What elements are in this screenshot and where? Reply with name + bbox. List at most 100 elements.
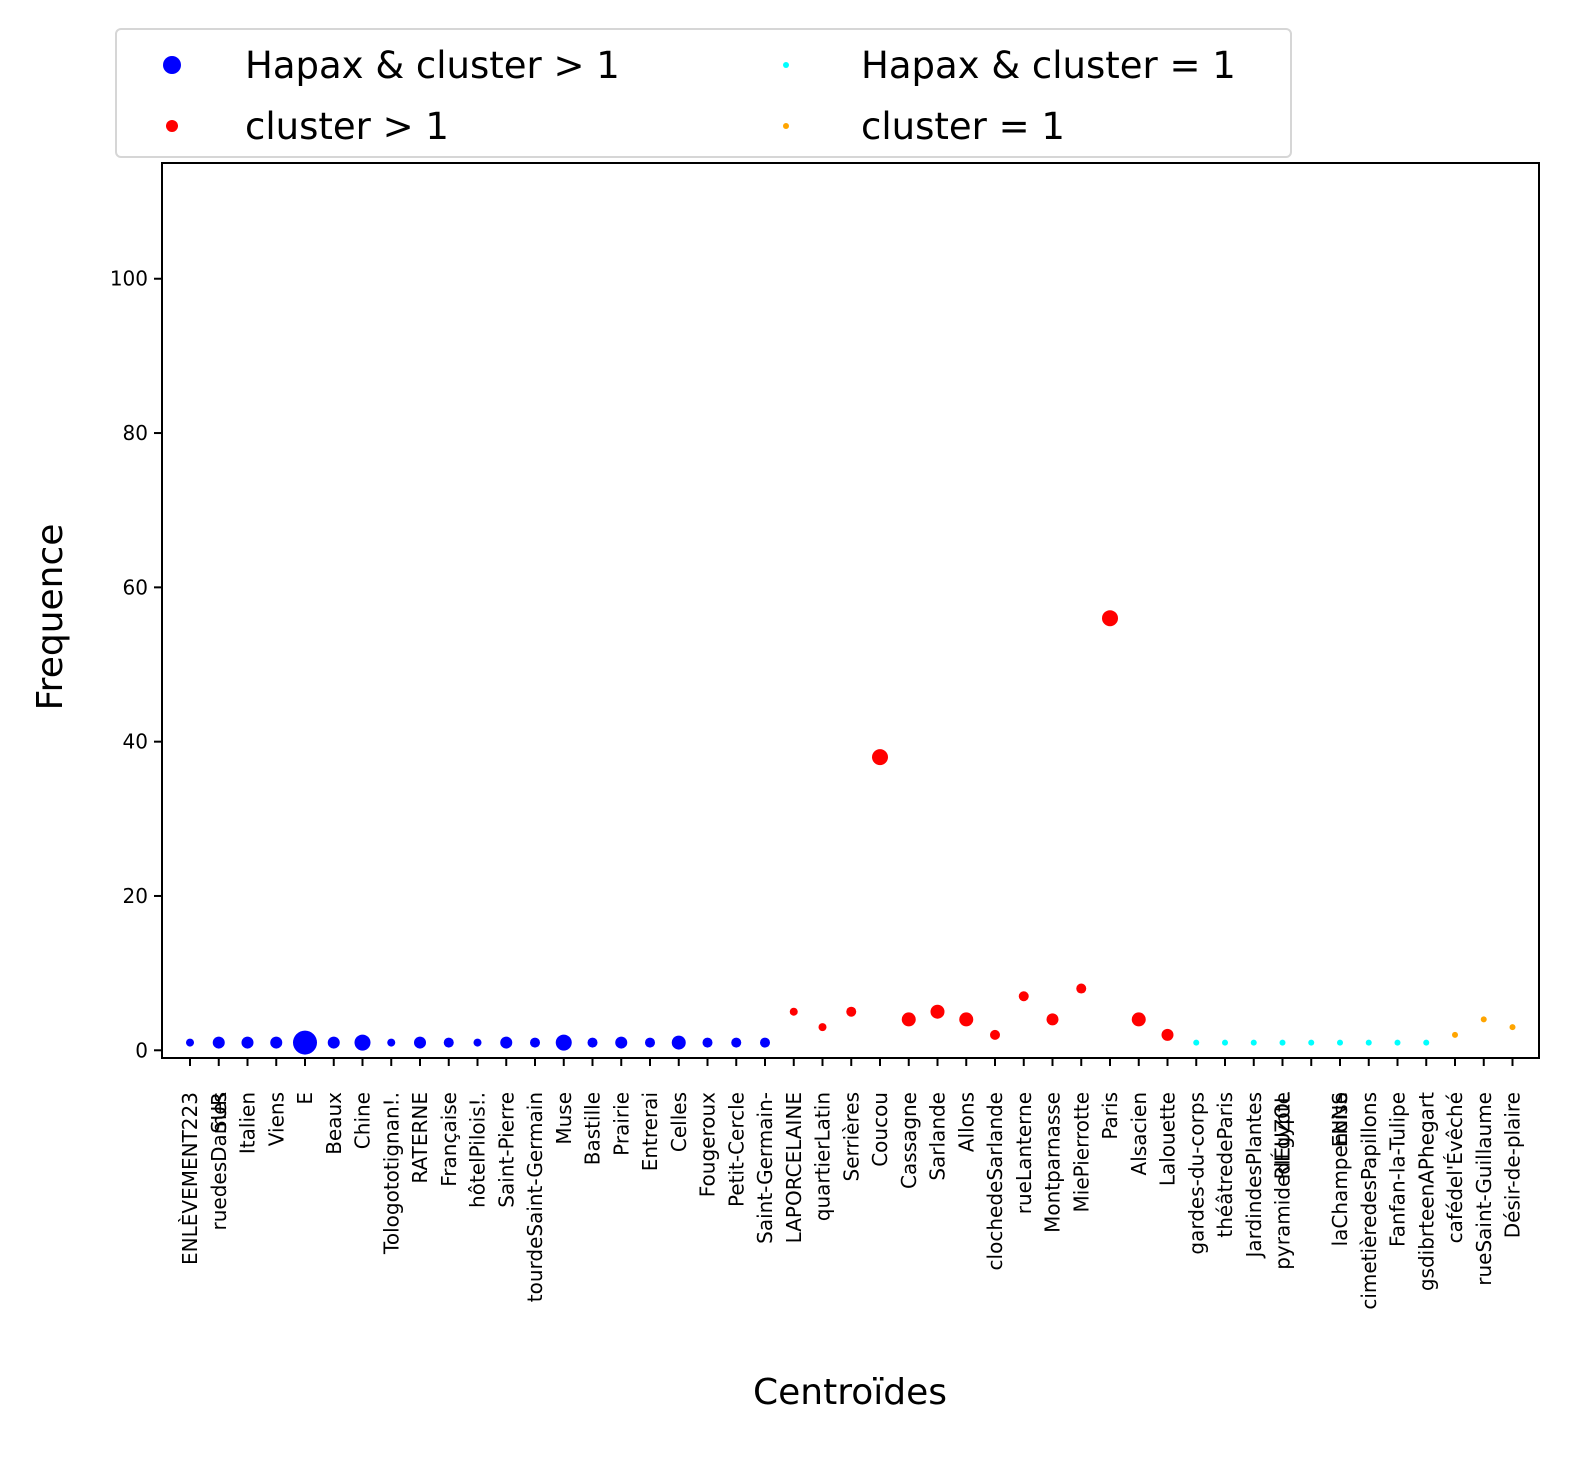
y-axis: 0 20 40 60 80 100 — [110, 267, 162, 1062]
plot-area — [161, 162, 1540, 1059]
data-point — [1480, 1016, 1487, 1023]
x-tick-label: Saint-Pierre — [494, 1092, 518, 1208]
data-point — [1308, 1039, 1315, 1046]
legend-marker-red — [166, 120, 178, 132]
data-point — [615, 1036, 628, 1049]
data-point — [587, 1037, 598, 1048]
data-point — [1161, 1028, 1174, 1041]
x-tick-label: RIEUZOL — [1271, 1091, 1295, 1179]
data-point — [645, 1037, 655, 1048]
data-point — [1337, 1039, 1343, 1046]
x-tick-label: JardindesPlantes — [1242, 1092, 1266, 1260]
x-tick-label: RATERNE — [408, 1092, 432, 1184]
data-point — [387, 1038, 396, 1047]
x-tick-label: Saint-Germain- — [753, 1092, 777, 1244]
legend-item-hapax-cluster-gt-1: Hapax & cluster > 1 — [163, 43, 620, 87]
x-tick-label: Entrerai — [638, 1092, 662, 1171]
data-point — [789, 1007, 798, 1016]
x-tick-label: ENNS — [1328, 1092, 1352, 1147]
x-tick-label: pyramidedÉgypte — [1271, 1092, 1295, 1270]
x-tick-label: gardes-du-corps — [1184, 1092, 1208, 1255]
x-axis-label: Centroïdes — [753, 1372, 947, 1413]
y-tick-label: 100 — [110, 267, 148, 291]
data-point — [1046, 1013, 1059, 1026]
x-tick-label: Sarlande — [926, 1092, 950, 1181]
legend-marker-cyan — [783, 62, 789, 68]
legend-item-hapax-cluster-eq-1: Hapax & cluster = 1 — [783, 43, 1236, 87]
x-tick-label: Serrières — [839, 1092, 863, 1181]
data-point — [186, 1038, 194, 1047]
data-point — [500, 1036, 513, 1049]
data-point — [1279, 1039, 1286, 1046]
data-point — [327, 1036, 340, 1049]
x-tick-label: Chine — [351, 1092, 375, 1149]
x-tick-label: tourdeSaint-Germain — [523, 1092, 547, 1302]
data-point — [293, 1030, 317, 1055]
x-axis: ENLÈVEMENT223 ruedesDames Italien Viens E Bea… — [178, 1058, 1525, 1310]
x-tick-label: Prairie — [609, 1092, 633, 1156]
legend-label: Hapax & cluster = 1 — [861, 43, 1236, 87]
x-tick-label: ruedesDames — [207, 1092, 231, 1231]
legend-label: cluster = 1 — [861, 104, 1065, 148]
x-tick-label: laChampenoise — [1328, 1092, 1352, 1246]
x-tick-label: gsdibrteenAPhegart — [1414, 1092, 1438, 1291]
legend-label: Hapax & cluster > 1 — [245, 43, 620, 87]
legend-label: cluster > 1 — [245, 104, 449, 148]
x-tick-label: Désir-de-plaire — [1501, 1092, 1525, 1238]
x-tick-label: Française — [437, 1092, 461, 1187]
x-tick-label: cimetièredesPapillons — [1357, 1092, 1381, 1310]
y-tick-label: 80 — [123, 421, 148, 445]
data-point — [473, 1038, 482, 1047]
data-point — [354, 1034, 371, 1051]
legend-marker-orange — [783, 123, 789, 129]
data-point — [1452, 1031, 1458, 1038]
data-point — [872, 749, 888, 766]
data-point — [270, 1036, 283, 1049]
data-point — [1076, 983, 1087, 994]
x-tick-label: Alsacien — [1127, 1092, 1151, 1175]
x-tick-label: Petit-Cercle — [724, 1092, 748, 1207]
data-point — [671, 1035, 686, 1050]
y-tick-label: 40 — [123, 730, 148, 754]
x-tick-label: SUR — [207, 1092, 231, 1133]
data-point — [990, 1029, 1000, 1040]
x-tick-label: E — [293, 1092, 317, 1105]
data-point — [760, 1037, 770, 1048]
data-points — [186, 610, 1516, 1055]
data-point — [1018, 991, 1029, 1002]
data-point — [212, 1036, 225, 1049]
x-tick-label: LAPORCELAINE — [782, 1092, 806, 1243]
data-point — [959, 1012, 974, 1027]
x-tick-label: Viens — [264, 1092, 288, 1146]
data-point — [1423, 1039, 1430, 1046]
data-point — [1365, 1039, 1372, 1046]
x-tick-label: hôtelPilois!. — [466, 1092, 490, 1208]
legend-item-cluster-eq-1: cluster = 1 — [783, 104, 1065, 148]
y-tick-label: 0 — [135, 1038, 148, 1062]
data-point — [1222, 1039, 1228, 1046]
x-tick-label: clochedeSarlande — [983, 1092, 1007, 1270]
data-point — [1193, 1039, 1200, 1046]
data-point — [1250, 1039, 1257, 1046]
x-tick-label: Bastille — [581, 1092, 605, 1165]
data-point — [818, 1023, 827, 1032]
x-tick-label: Fougeroux — [696, 1092, 720, 1197]
x-tick-label: cafédel'Évêché — [1443, 1092, 1467, 1243]
x-tick-label: théâtredeParis — [1213, 1092, 1237, 1238]
x-tick-label: Paris — [1098, 1092, 1122, 1140]
y-axis-label: Frequence — [30, 524, 71, 711]
data-point — [930, 1004, 945, 1019]
x-tick-label: rueLanterne — [1012, 1092, 1036, 1214]
data-point — [555, 1034, 572, 1051]
x-tick-label: Beaux — [322, 1092, 346, 1155]
data-point — [1102, 610, 1118, 627]
x-tick-label: Fanfan-la-Tulipe — [1386, 1092, 1410, 1247]
x-tick-label: Allons — [954, 1092, 978, 1152]
x-tick-label: Coucou — [868, 1092, 892, 1167]
x-tick-label: Celles — [667, 1092, 691, 1152]
y-tick-label: 60 — [123, 575, 148, 599]
x-tick-label: Italien — [236, 1092, 260, 1154]
data-point — [1509, 1024, 1516, 1031]
x-tick-label: Muse — [552, 1092, 576, 1145]
